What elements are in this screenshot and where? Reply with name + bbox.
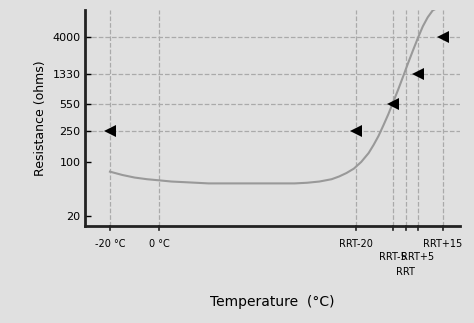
Text: RRT: RRT bbox=[396, 267, 415, 277]
Text: RRT-5: RRT-5 bbox=[379, 252, 407, 262]
Text: 0 °C: 0 °C bbox=[149, 239, 170, 249]
Text: RRT-20: RRT-20 bbox=[339, 239, 373, 249]
Text: RRT+15: RRT+15 bbox=[423, 239, 462, 249]
Text: Temperature  (°C): Temperature (°C) bbox=[210, 295, 335, 309]
Y-axis label: Resistance (ohms): Resistance (ohms) bbox=[34, 60, 47, 176]
Text: -20 °C: -20 °C bbox=[95, 239, 125, 249]
Text: RRT+5: RRT+5 bbox=[401, 252, 435, 262]
